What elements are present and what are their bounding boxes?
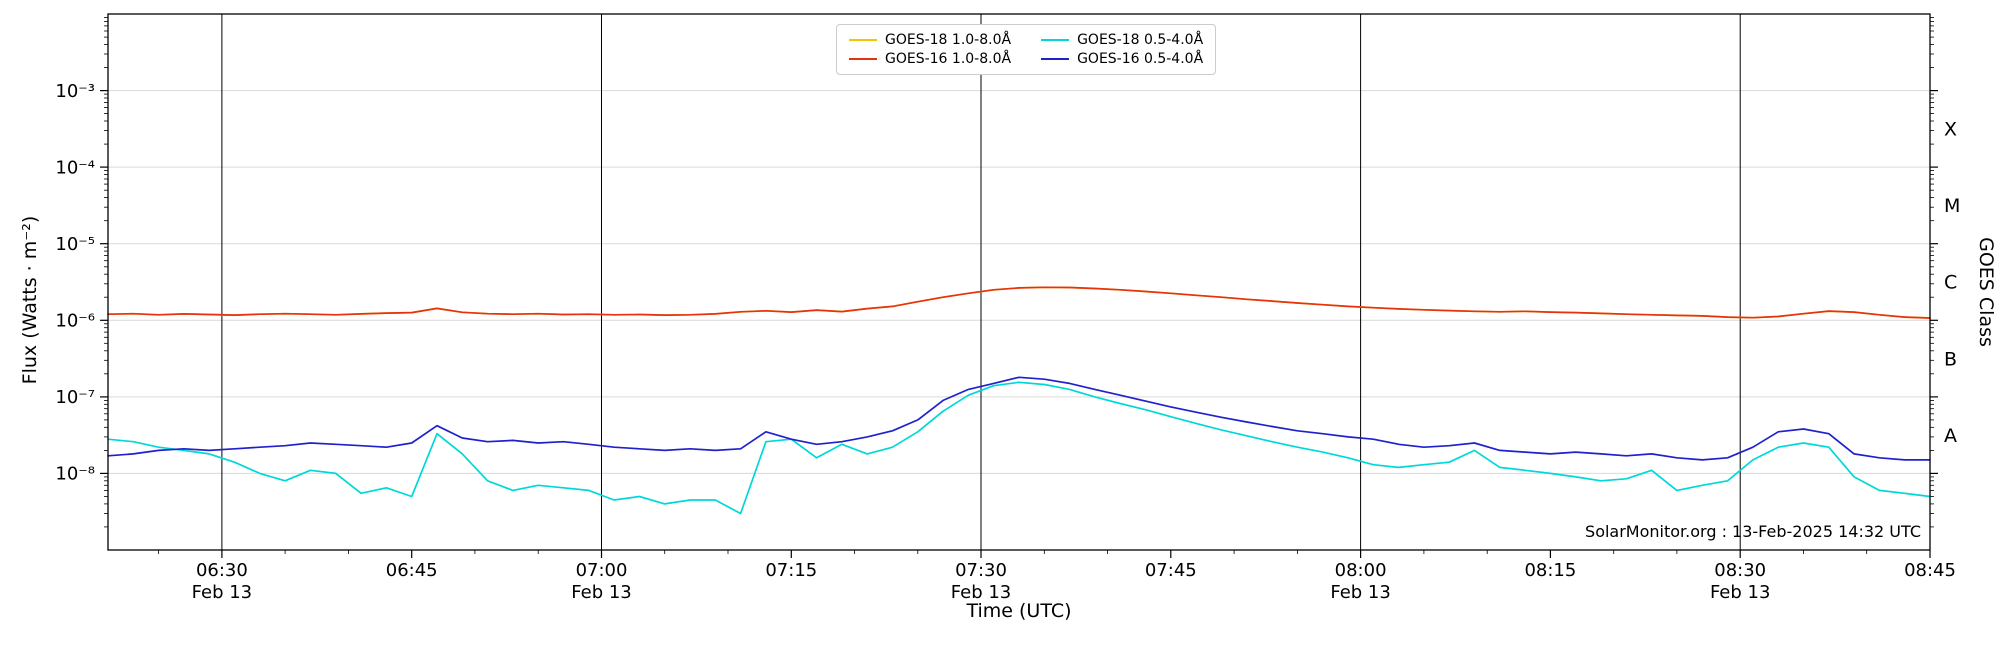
- x-tick-label: 06:30: [196, 560, 248, 581]
- legend-item: GOES-18 1.0-8.0Å: [849, 32, 1011, 48]
- goes-class-letter: M: [1944, 195, 1960, 217]
- legend: GOES-18 1.0-8.0Å GOES-16 1.0-8.0Å GOES-18 …: [836, 24, 1217, 75]
- legend-line-swatch: [1041, 58, 1070, 60]
- legend-item: GOES-16 0.5-4.0Å: [1041, 51, 1203, 67]
- y-tick-label: 10⁻⁴: [55, 157, 95, 178]
- x-tick-label: 08:00: [1335, 560, 1387, 581]
- x-tick-label: 08:30: [1714, 560, 1766, 581]
- x-tick-label: 08:15: [1524, 560, 1576, 581]
- legend-line-swatch: [1041, 39, 1070, 41]
- legend-item-label: GOES-18 0.5-4.0Å: [1077, 32, 1204, 48]
- flux-line-goes16_short: [107, 376, 1931, 461]
- y-tick-label: 10⁻³: [55, 81, 95, 102]
- legend-line-swatch: [849, 39, 877, 41]
- legend-item: GOES-18 0.5-4.0Å: [1041, 32, 1203, 48]
- goes-class-letter: A: [1944, 425, 1957, 447]
- goes-class-letter: B: [1944, 348, 1957, 370]
- x-tick-label: 07:15: [765, 560, 817, 581]
- y-tick-label: 10⁻⁵: [55, 234, 95, 255]
- x-tick-label: 06:45: [386, 560, 438, 581]
- y-tick-label: 10⁻⁶: [55, 311, 95, 332]
- y-tick-label: 10⁻⁷: [55, 387, 95, 408]
- legend-line-swatch: [849, 58, 877, 60]
- x-tick-date-label: Feb 13: [951, 582, 1012, 603]
- legend-item-label: GOES-16 1.0-8.0Å: [885, 51, 1012, 67]
- x-tick-date-label: Feb 13: [1330, 582, 1391, 603]
- goes-class-letter: C: [1944, 272, 1957, 294]
- flux-line-goes16_long: [107, 286, 1931, 319]
- y-tick-label: 10⁻⁸: [55, 464, 95, 485]
- watermark-text: SolarMonitor.org : 13-Feb-2025 14:32 UTC: [1585, 522, 1921, 541]
- x-tick-label: 07:45: [1145, 560, 1197, 581]
- legend-item-label: GOES-16 0.5-4.0Å: [1077, 51, 1204, 67]
- legend-item: GOES-16 1.0-8.0Å: [849, 51, 1011, 67]
- x-axis-label: Time (UTC): [966, 600, 1072, 622]
- right-axis-label: GOES Class: [1975, 237, 1997, 347]
- legend-item-label: GOES-18 1.0-8.0Å: [885, 32, 1012, 48]
- goes-class-letter: X: [1944, 119, 1957, 141]
- x-tick-label: 07:00: [576, 560, 628, 581]
- x-tick-date-label: Feb 13: [571, 582, 632, 603]
- x-tick-label: 07:30: [955, 560, 1007, 581]
- y-axis-label: Flux (Watts · m⁻²): [19, 215, 41, 385]
- x-tick-date-label: Feb 13: [1710, 582, 1771, 603]
- x-tick-label: 08:45: [1904, 560, 1956, 581]
- plot-border: [107, 13, 1931, 551]
- x-tick-date-label: Feb 13: [192, 582, 253, 603]
- flux-line-goes18_short: [107, 381, 1931, 515]
